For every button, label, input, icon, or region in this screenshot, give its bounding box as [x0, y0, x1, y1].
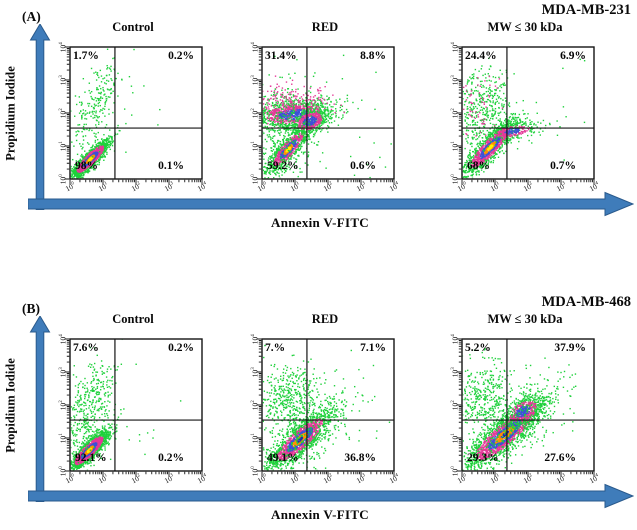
y-axis-tick-label: 103: [450, 75, 460, 86]
y-axis-tick-label: 102: [58, 400, 68, 411]
cell-line-section: (B) MDA-MB-468 Propidium Iodide Control …: [0, 292, 637, 530]
y-axis-tick-label: 102: [250, 400, 260, 411]
condition-title: RED: [311, 20, 339, 34]
quadrant-pct-upper-left: 5.2%: [465, 342, 491, 354]
quadrant-pct-upper-right: 7.1%: [360, 342, 386, 354]
x-axis-label: Annexin V-FITC: [271, 507, 369, 522]
condition-title: Control: [112, 312, 154, 326]
quadrant-pct-upper-right: 0.2%: [168, 50, 194, 62]
quadrant-pct-lower-left: 92.1%: [75, 452, 107, 464]
quadrant-pct-upper-left: 24.4%: [465, 50, 497, 62]
cell-line-title: MDA-MB-468: [541, 294, 631, 310]
scatter-plot-canvas: [63, 338, 209, 480]
y-axis-tick-label: 103: [250, 75, 260, 86]
y-axis-arrow: [29, 24, 51, 210]
quadrant-pct-lower-left: 29.3%: [467, 452, 499, 464]
x-axis-arrow: [28, 483, 634, 509]
condition-title: RED: [311, 312, 339, 326]
panels-row: Control 1.7% 0.2% 98% 0.1% 100 100 101 101 1…: [0, 0, 637, 200]
y-axis-tick-label: 101: [450, 141, 460, 152]
y-axis-tick-label: 102: [450, 108, 460, 119]
y-axis-tick-label: 102: [250, 108, 260, 119]
y-axis-tick-label: 101: [58, 141, 68, 152]
y-axis-tick-label: 104: [58, 334, 68, 345]
quadrant-pct-lower-right: 36.8%: [344, 452, 376, 464]
quadrant-pct-upper-left: 31.4%: [265, 50, 297, 62]
x-axis-arrow: [28, 191, 634, 217]
quadrant-pct-lower-right: 0.2%: [158, 452, 184, 464]
quadrant-pct-upper-left: 7.6%: [73, 342, 99, 354]
y-axis-tick-label: 101: [250, 141, 260, 152]
y-axis-tick-label: 101: [450, 433, 460, 444]
y-axis-tick-label: 101: [58, 433, 68, 444]
quadrant-pct-upper-right: 8.8%: [360, 50, 386, 62]
quadrant-pct-lower-right: 0.7%: [550, 160, 576, 172]
y-axis-tick-label: 104: [450, 42, 460, 53]
quadrant-pct-upper-left: 7.%: [265, 342, 286, 354]
flow-panel: Control 1.7% 0.2% 98% 0.1% 100 100 101 101 1…: [52, 20, 212, 198]
flow-panel: MW ≤ 30 kDa 24.4% 6.9% 68% 0.7% 100 100 10…: [444, 20, 604, 198]
scatter-plot-canvas: [255, 338, 401, 480]
quadrant-pct-upper-right: 0.2%: [168, 342, 194, 354]
quadrant-pct-lower-left: 98%: [75, 160, 98, 172]
quadrant-pct-lower-right: 27.6%: [544, 452, 576, 464]
quadrant-pct-lower-left: 68%: [467, 160, 490, 172]
condition-title: MW ≤ 30 kDa: [487, 20, 563, 34]
flow-panel: RED 7.% 7.1% 49.1% 36.8% 100 100 101 101 102…: [244, 312, 404, 490]
y-axis-tick-label: 104: [250, 42, 260, 53]
condition-title: MW ≤ 30 kDa: [487, 312, 563, 326]
x-axis-label: Annexin V-FITC: [271, 215, 369, 230]
cell-line-section: (A) MDA-MB-231 Propidium Iodide Control …: [0, 0, 637, 250]
y-axis-arrow: [29, 316, 51, 502]
quadrant-pct-upper-right: 6.9%: [560, 50, 586, 62]
y-axis-tick-label: 104: [58, 42, 68, 53]
y-axis-tick-label: 103: [58, 367, 68, 378]
scatter-plot-canvas: [455, 46, 601, 188]
flow-panel: MW ≤ 30 kDa 5.2% 37.9% 29.3% 27.6% 100 10…: [444, 312, 604, 490]
quadrant-pct-lower-right: 0.6%: [350, 160, 376, 172]
y-axis-tick-label: 104: [250, 334, 260, 345]
scatter-plot-canvas: [63, 46, 209, 188]
y-axis-tick-label: 103: [58, 75, 68, 86]
flow-panel: Control 7.6% 0.2% 92.1% 0.2% 100 100 101 10…: [52, 312, 212, 490]
panels-row: Control 7.6% 0.2% 92.1% 0.2% 100 100 101 10…: [0, 292, 637, 492]
y-axis-tick-label: 102: [450, 400, 460, 411]
y-axis-tick-label: 101: [250, 433, 260, 444]
quadrant-pct-upper-right: 37.9%: [554, 342, 586, 354]
y-axis-tick-label: 102: [58, 108, 68, 119]
cell-line-title: MDA-MB-231: [541, 2, 631, 18]
scatter-plot-canvas: [455, 338, 601, 480]
y-axis-tick-label: 104: [450, 334, 460, 345]
quadrant-pct-lower-left: 59.2%: [267, 160, 299, 172]
condition-title: Control: [112, 20, 154, 34]
quadrant-pct-lower-right: 0.1%: [158, 160, 184, 172]
y-axis-tick-label: 103: [250, 367, 260, 378]
section-label: (A): [22, 9, 41, 24]
section-label: (B): [22, 301, 40, 316]
y-axis-tick-label: 103: [450, 367, 460, 378]
quadrant-pct-lower-left: 49.1%: [267, 452, 299, 464]
quadrant-pct-upper-left: 1.7%: [73, 50, 99, 62]
flow-panel: RED 31.4% 8.8% 59.2% 0.6% 100 100 101 101 10…: [244, 20, 404, 198]
scatter-plot-canvas: [255, 46, 401, 188]
